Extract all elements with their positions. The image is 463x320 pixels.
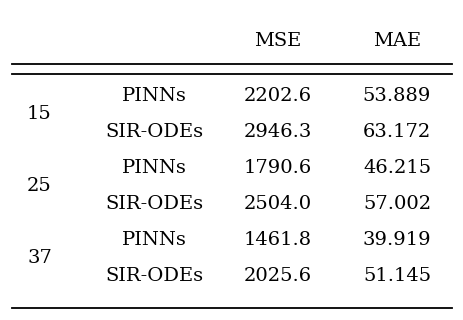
Text: 2504.0: 2504.0 [243, 195, 311, 213]
Text: 1790.6: 1790.6 [243, 159, 311, 177]
Text: 2946.3: 2946.3 [243, 123, 311, 141]
Text: SIR-ODEs: SIR-ODEs [105, 267, 203, 285]
Text: 46.215: 46.215 [362, 159, 430, 177]
Text: MAE: MAE [372, 31, 420, 50]
Text: 2202.6: 2202.6 [243, 86, 311, 105]
Text: MSE: MSE [254, 31, 301, 50]
Text: 2025.6: 2025.6 [243, 267, 311, 285]
Text: 15: 15 [27, 105, 52, 123]
Text: SIR-ODEs: SIR-ODEs [105, 195, 203, 213]
Text: 1461.8: 1461.8 [243, 231, 311, 249]
Text: PINNs: PINNs [121, 159, 186, 177]
Text: PINNs: PINNs [121, 86, 186, 105]
Text: 37: 37 [27, 249, 52, 267]
Text: 39.919: 39.919 [362, 231, 431, 249]
Text: 25: 25 [27, 177, 52, 195]
Text: 51.145: 51.145 [362, 267, 430, 285]
Text: 57.002: 57.002 [362, 195, 430, 213]
Text: PINNs: PINNs [121, 231, 186, 249]
Text: SIR-ODEs: SIR-ODEs [105, 123, 203, 141]
Text: 63.172: 63.172 [362, 123, 430, 141]
Text: 53.889: 53.889 [362, 86, 430, 105]
